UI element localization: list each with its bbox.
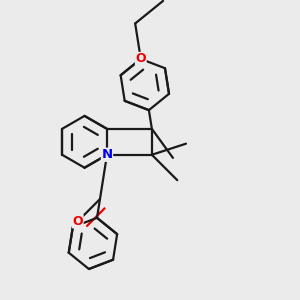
Text: O: O bbox=[72, 215, 83, 228]
Text: N: N bbox=[101, 148, 112, 161]
Text: O: O bbox=[136, 52, 146, 65]
